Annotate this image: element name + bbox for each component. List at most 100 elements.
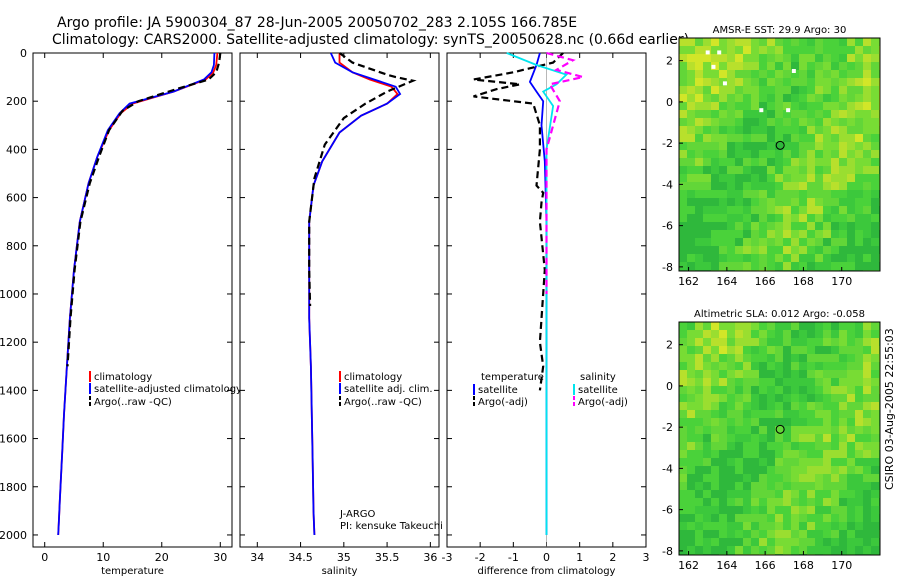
map-cell (679, 378, 687, 386)
map-cell (679, 426, 687, 434)
map-cell (823, 330, 831, 338)
map-cell (767, 330, 775, 338)
map-cell (775, 94, 783, 102)
map-cell (695, 434, 703, 442)
map-cell (847, 322, 855, 330)
map-cell (727, 38, 735, 46)
map-cell (695, 262, 703, 270)
map-cell (711, 522, 719, 530)
map-cell (751, 410, 759, 418)
map-cell (727, 442, 735, 450)
x-axis-label: difference from climatology (478, 566, 616, 577)
map-cell (783, 246, 791, 254)
map-cell (767, 546, 775, 554)
map-cell (703, 346, 711, 354)
map-cell (719, 150, 727, 158)
map-cell (831, 538, 839, 546)
map-cell (735, 450, 743, 458)
map-cell (735, 230, 743, 238)
map-cell (695, 522, 703, 530)
map-cell (759, 86, 767, 94)
map-cell (775, 166, 783, 174)
map-y-tick-label: 0 (666, 96, 673, 109)
map-cell (799, 190, 807, 198)
map-cell (783, 222, 791, 230)
map-blank-pixel (791, 68, 796, 73)
map-cell (695, 78, 703, 86)
map-cell (871, 474, 879, 482)
map-title: AMSR-E SST: 29.9 Argo: 30 (713, 25, 847, 36)
map-cell (775, 54, 783, 62)
map-cell (711, 378, 719, 386)
map-cell (815, 118, 823, 126)
map-blank-pixel (705, 50, 710, 55)
map-cell (679, 522, 687, 530)
map-cell (839, 262, 847, 270)
map-cell (687, 230, 695, 238)
map-cell (863, 346, 871, 354)
map-cell (687, 102, 695, 110)
map-cell (863, 450, 871, 458)
map-cell (807, 362, 815, 370)
map-cell (703, 394, 711, 402)
map-cell (695, 142, 703, 150)
map-cell (863, 498, 871, 506)
map-cell (719, 522, 727, 530)
map-cell (695, 490, 703, 498)
map-cell (783, 354, 791, 362)
map-cell (799, 522, 807, 530)
map-cell (751, 238, 759, 246)
map-cell (783, 538, 791, 546)
map-cell (815, 94, 823, 102)
map-cell (791, 530, 799, 538)
map-cell (719, 222, 727, 230)
map-cell (871, 338, 879, 346)
map-cell (871, 354, 879, 362)
map-cell (807, 182, 815, 190)
map-cell (855, 38, 863, 46)
map-cell (799, 70, 807, 78)
map-cell (759, 418, 767, 426)
map-cell (775, 346, 783, 354)
map-cell (679, 346, 687, 354)
map-cell (767, 206, 775, 214)
map-cell (815, 222, 823, 230)
map-cell (839, 198, 847, 206)
map-cell (807, 134, 815, 142)
map-cell (695, 354, 703, 362)
map-cell (799, 338, 807, 346)
map-cell (871, 426, 879, 434)
map-cell (791, 86, 799, 94)
map-cell (735, 54, 743, 62)
map-cell (775, 86, 783, 94)
map-cell (775, 262, 783, 270)
temperature-profile: 0 10 20 30020040060080010001200140016001800… (0, 47, 242, 577)
argo-position-marker (775, 140, 785, 150)
axes-frame (239, 52, 440, 548)
map-cell (855, 134, 863, 142)
map-cell (751, 346, 759, 354)
map-cell (863, 538, 871, 546)
map-cell (703, 206, 711, 214)
map-cell (679, 190, 687, 198)
map-cell (799, 54, 807, 62)
map-cell (823, 174, 831, 182)
series-argo (308, 52, 417, 307)
map-cell (783, 166, 791, 174)
map-cell (711, 402, 719, 410)
map-cell (847, 354, 855, 362)
map-blank-pixel (759, 108, 764, 113)
map-cell (743, 142, 751, 150)
map-cell (751, 158, 759, 166)
map-cell (687, 110, 695, 118)
map-cell (831, 546, 839, 554)
map-cell (871, 230, 879, 238)
map-cell (831, 158, 839, 166)
map-cell (759, 338, 767, 346)
map-cell (695, 370, 703, 378)
map-cell (775, 538, 783, 546)
map-cell (783, 174, 791, 182)
map-x-tick-label: 164 (716, 275, 737, 288)
map-cell (695, 110, 703, 118)
map-cell (759, 70, 767, 78)
